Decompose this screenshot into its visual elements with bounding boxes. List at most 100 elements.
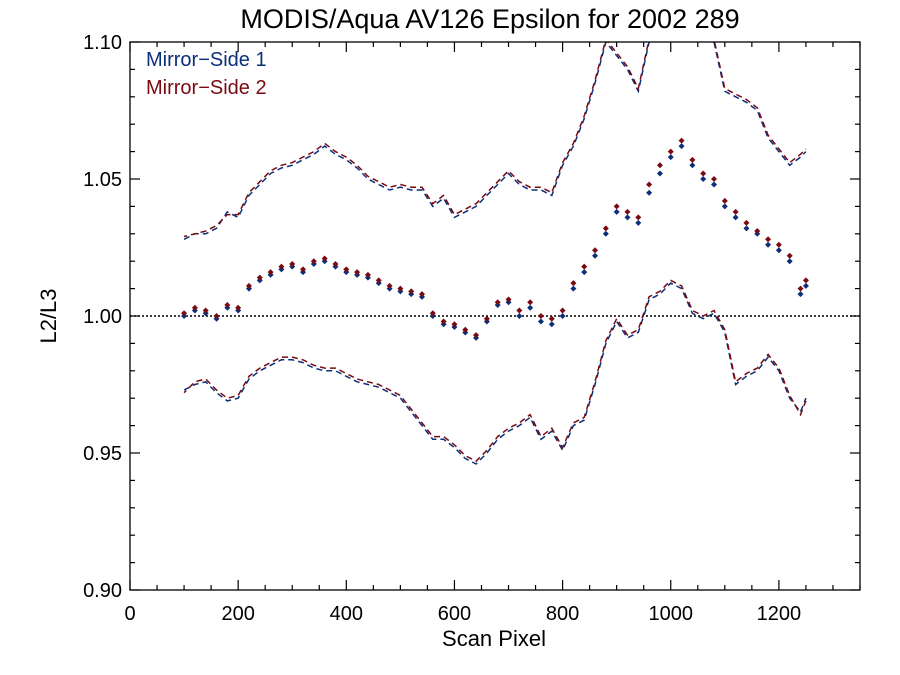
plot-area: 0 200 400 600 800 1000 1200 0.90 0.95 1.00 1.05 1.1… [83,32,861,625]
data-point-mirror-side-2 [278,263,285,270]
plot-series-group [181,42,809,465]
data-point-mirror-side-1 [656,170,663,177]
y-axis-label: L2/L3 [36,288,61,343]
data-point-mirror-side-2 [613,203,620,210]
data-point-mirror-side-2 [667,148,674,155]
data-point-mirror-side-2 [364,271,371,278]
y-tick-label: 1.05 [83,169,122,191]
data-point-mirror-side-1 [624,214,631,221]
data-point-mirror-side-2 [570,280,577,287]
data-point-mirror-side-2 [516,307,523,314]
data-point-mirror-side-2 [721,197,728,204]
data-point-mirror-side-1 [559,313,566,319]
x-tick-label: 1000 [648,603,693,625]
legend-entry-mirror-side-1: Mirror−Side 1 [146,49,267,71]
data-point-mirror-side-1 [786,258,793,265]
data-point-mirror-side-2 [397,285,404,292]
x-tick-label: 200 [221,603,254,625]
y-tick-label: 1.00 [83,306,122,328]
x-tick-label: 800 [546,603,579,625]
data-point-mirror-side-1 [635,219,642,226]
data-point-mirror-side-2 [202,307,209,314]
data-point-mirror-side-2 [181,310,188,317]
data-point-mirror-side-2 [343,266,350,273]
x-tick-label: 0 [124,603,135,625]
data-point-mirror-side-2 [310,258,317,265]
y-tick-label: 1.10 [83,32,122,54]
data-point-mirror-side-2 [267,269,274,276]
data-point-mirror-side-2 [689,156,696,163]
data-point-mirror-side-1 [765,241,772,248]
data-point-mirror-side-1 [667,154,674,161]
data-point-mirror-side-1 [743,225,750,232]
data-point-mirror-side-2 [235,304,242,311]
data-point-mirror-side-2 [462,326,469,333]
data-point-mirror-side-2 [213,313,220,319]
data-point-mirror-side-2 [802,277,809,284]
data-point-mirror-side-1 [527,304,534,311]
data-point-mirror-side-1 [548,321,555,328]
data-point-mirror-side-1 [775,247,782,254]
data-point-mirror-side-2 [743,219,750,226]
series-mirror-side-1-lower-bound-line [183,282,807,465]
data-point-mirror-side-2 [245,282,252,289]
x-tick-label: 600 [438,603,471,625]
data-point-mirror-side-1 [721,203,728,210]
data-point-mirror-side-2 [256,274,263,281]
data-point-mirror-side-2 [537,313,544,319]
data-point-mirror-side-2 [289,260,296,267]
x-tick-label: 400 [330,603,363,625]
legend: Mirror−Side 1 Mirror−Side 2 [146,49,267,99]
data-point-mirror-side-1 [678,143,685,150]
data-point-mirror-side-2 [191,304,198,311]
data-point-mirror-side-2 [408,288,415,295]
y-tick-label: 0.95 [83,443,122,465]
data-point-mirror-side-2 [797,285,804,292]
series-mirror-side-2-upper-bound-line [183,42,807,238]
data-point-mirror-side-1 [646,189,653,196]
data-point-mirror-side-1 [602,230,609,237]
data-point-mirror-side-2 [429,310,436,317]
data-point-mirror-side-2 [440,318,447,325]
data-point-mirror-side-1 [802,282,809,289]
data-point-mirror-side-1 [592,252,599,259]
data-point-mirror-side-2 [300,266,307,273]
data-point-mirror-side-2 [483,315,490,322]
data-point-mirror-side-2 [451,321,458,328]
data-point-mirror-side-2 [386,282,393,289]
data-point-mirror-side-2 [419,291,425,298]
y-tick-label: 0.90 [83,580,122,602]
data-point-mirror-side-2 [224,302,231,309]
data-point-mirror-side-2 [646,181,653,188]
data-point-mirror-side-2 [732,208,739,215]
data-point-mirror-side-2 [375,277,382,284]
data-point-mirror-side-2 [527,299,534,306]
data-point-mirror-side-1 [797,291,804,298]
data-point-mirror-side-1 [711,181,717,188]
data-point-mirror-side-2 [602,225,609,232]
series-mirror-side-1-upper-bound-line [183,42,807,240]
data-point-mirror-side-1 [700,176,707,182]
series-mirror-side-2-lower-bound-line [183,279,807,463]
data-point-mirror-side-2 [592,247,599,254]
data-point-mirror-side-2 [559,307,566,314]
data-point-mirror-side-2 [505,296,512,303]
data-point-mirror-side-2 [548,315,555,322]
data-point-mirror-side-2 [624,208,631,215]
legend-entry-mirror-side-2: Mirror−Side 2 [146,77,267,99]
data-point-mirror-side-2 [581,263,588,270]
data-point-mirror-side-2 [635,214,642,221]
data-point-mirror-side-2 [494,299,501,306]
data-point-mirror-side-1 [613,208,620,215]
data-point-mirror-side-2 [711,176,717,182]
data-point-mirror-side-2 [700,170,707,177]
data-point-mirror-side-2 [754,228,761,235]
data-point-mirror-side-2 [656,162,663,169]
data-point-mirror-side-2 [765,236,772,243]
data-point-mirror-side-1 [570,285,577,292]
chart-title: MODIS/Aqua AV126 Epsilon for 2002 289 [240,4,739,34]
data-point-mirror-side-1 [537,318,544,325]
data-point-mirror-side-1 [732,214,739,221]
x-axis-label: Scan Pixel [442,626,546,651]
